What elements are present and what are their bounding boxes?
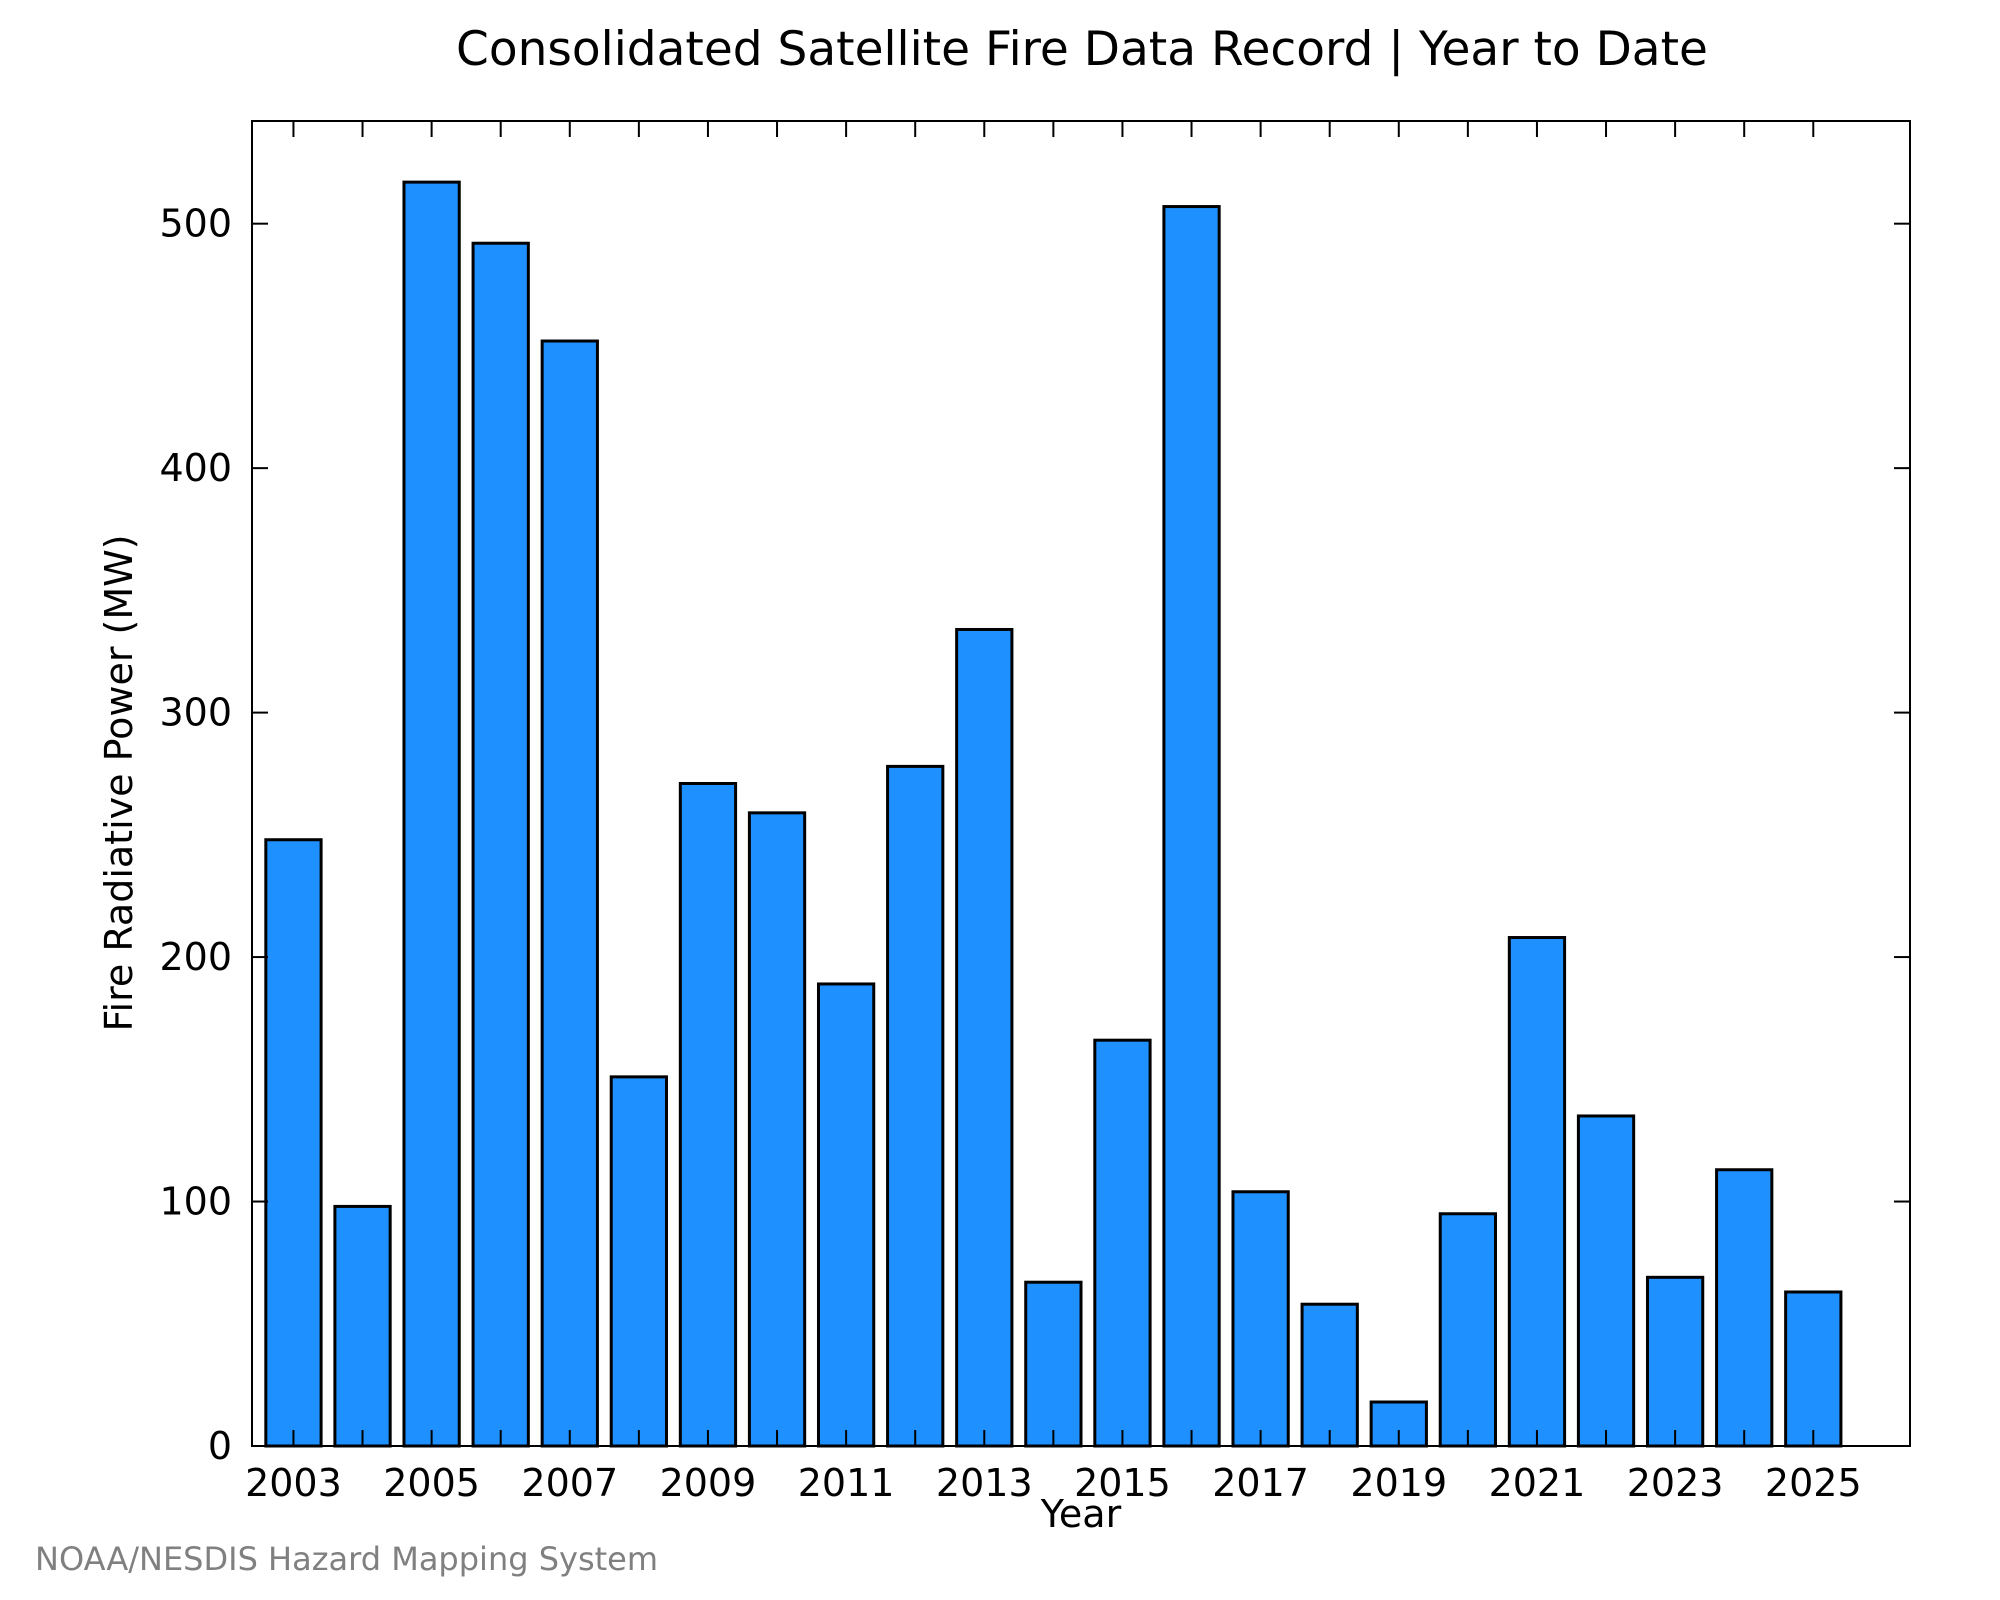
x-tick-label-2015: 2015 <box>1074 1461 1171 1505</box>
bar-2008 <box>609 1075 668 1448</box>
x-tick-label-2009: 2009 <box>660 1461 757 1505</box>
x-tick-label-2023: 2023 <box>1627 1461 1724 1505</box>
x-tick-label-2025: 2025 <box>1765 1461 1862 1505</box>
bar-2009 <box>678 782 738 1448</box>
x-tick-label-2017: 2017 <box>1212 1461 1309 1505</box>
bar-2014 <box>1024 1280 1083 1448</box>
bar-2005 <box>402 180 461 1448</box>
y-tick-label-400: 400 <box>159 446 232 490</box>
x-axis-label: Year <box>1040 1492 1122 1536</box>
x-tick-label-2007: 2007 <box>521 1461 618 1505</box>
x-tick-label-2021: 2021 <box>1489 1461 1586 1505</box>
bar-2018 <box>1300 1302 1359 1448</box>
y-tick-label-500: 500 <box>159 202 232 246</box>
credit-text: NOAA/NESDIS Hazard Mapping System <box>35 1540 658 1578</box>
bar-2020 <box>1438 1212 1497 1448</box>
chart-title: Consolidated Satellite Fire Data Record … <box>456 22 1708 77</box>
bar-2011 <box>816 982 876 1448</box>
bar-2010 <box>747 811 807 1448</box>
bar-2023 <box>1645 1275 1705 1448</box>
y-axis-ticks: 0 100 200 300 400 500 <box>159 202 1910 1468</box>
bar-2016 <box>1162 205 1221 1448</box>
bar-2004 <box>333 1204 392 1448</box>
plot-frame <box>251 120 1911 1447</box>
x-axis-ticks: 2003 2005 2007 2009 2011 2013 2015 2017 2019 2021… <box>245 121 1862 1505</box>
x-tick-label-2019: 2019 <box>1350 1461 1447 1505</box>
bars-group <box>264 180 1843 1448</box>
y-tick-label-0: 0 <box>208 1424 232 1468</box>
x-tick-label-2011: 2011 <box>798 1461 895 1505</box>
bar-2021 <box>1507 936 1567 1448</box>
bar-2007 <box>540 339 599 1448</box>
x-tick-label-2013: 2013 <box>936 1461 1033 1505</box>
bar-2025 <box>1784 1290 1843 1448</box>
bar-2024 <box>1715 1168 1774 1448</box>
y-tick-label-100: 100 <box>159 1180 232 1224</box>
x-tick-label-2005: 2005 <box>383 1461 480 1505</box>
bar-2013 <box>955 627 1014 1448</box>
y-tick-label-200: 200 <box>159 935 232 979</box>
bar-2017 <box>1231 1190 1290 1448</box>
x-tick-label-2003: 2003 <box>245 1461 342 1505</box>
bar-2015 <box>1093 1038 1152 1448</box>
bar-2022 <box>1576 1114 1636 1448</box>
y-axis-label: Fire Radiative Power (MW) <box>97 534 141 1031</box>
bar-2012 <box>886 764 945 1448</box>
bar-2006 <box>471 241 530 1448</box>
y-tick-label-300: 300 <box>159 691 232 735</box>
bar-2003 <box>264 838 323 1448</box>
